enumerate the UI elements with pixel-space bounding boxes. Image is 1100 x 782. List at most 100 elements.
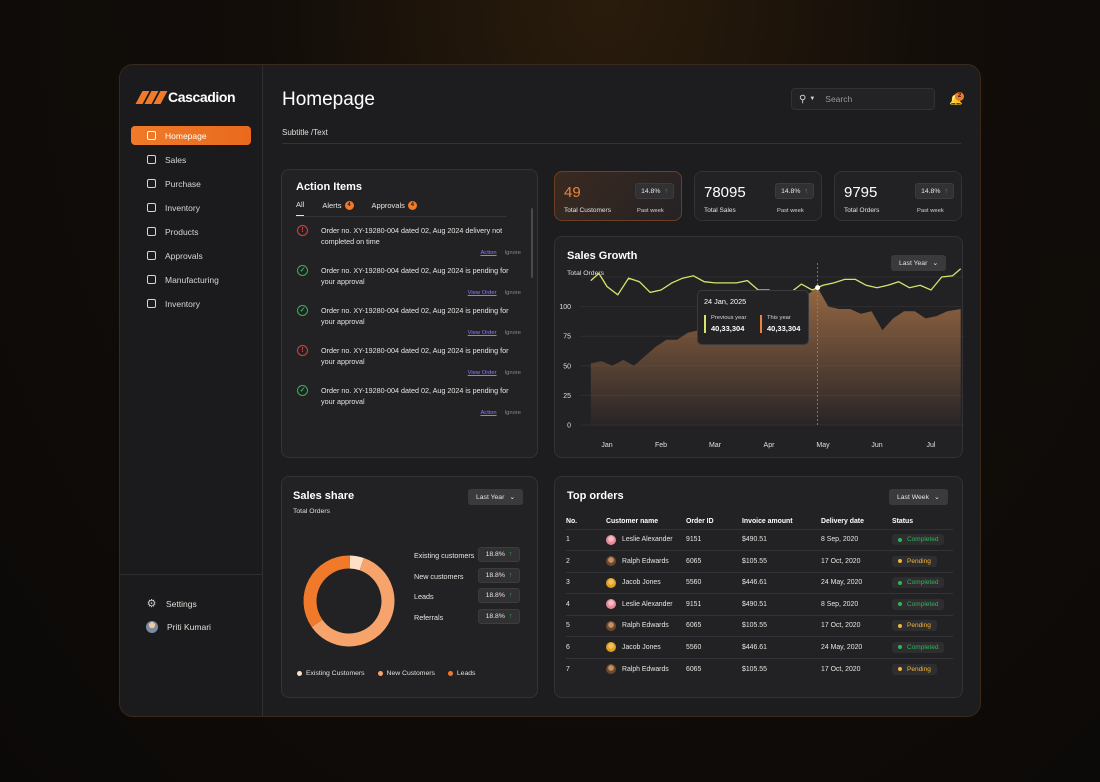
table-row[interactable]: 6 Jacob Jones 5560 $446.61 24 May, 2020 Compl…: [566, 636, 953, 658]
delivery-date: 24 May, 2020: [821, 636, 892, 658]
chevron-down-icon[interactable]: ▼: [809, 96, 816, 102]
avatar: [606, 642, 616, 653]
avatar: [606, 620, 616, 631]
x-tick-label: Jan: [601, 442, 612, 449]
sidebar-item-label: Products: [165, 226, 199, 237]
tab-all[interactable]: All: [296, 200, 305, 216]
stat-card: 49 Total Customers 14.8% ↑ Past week: [554, 171, 682, 221]
page-subtitle: Subtitle /Text: [282, 128, 328, 137]
sales-growth-title: Sales Growth: [567, 250, 638, 262]
ignore-link[interactable]: Ignore: [504, 250, 521, 256]
user-name: Priti Kumari: [167, 622, 211, 632]
action-link[interactable]: View Order: [467, 330, 497, 336]
ignore-link[interactable]: Ignore: [504, 370, 521, 376]
table-row[interactable]: 7 Ralph Edwards 6065 $105.55 17 Oct, 2020 Pen…: [566, 657, 953, 680]
divider: [282, 143, 961, 144]
invoice-amount: $105.55: [742, 657, 821, 680]
sales-share-range-dropdown[interactable]: Last Year ⌄: [468, 489, 524, 505]
gear-icon: ⚙: [146, 598, 157, 610]
x-tick-label: Mar: [709, 442, 722, 449]
tab-label: All: [296, 200, 305, 209]
action-link[interactable]: Action: [480, 250, 497, 256]
tab-label: Approvals: [371, 200, 405, 210]
tab-alerts[interactable]: Alerts 4: [322, 200, 354, 216]
sidebar-item-label: Inventory: [165, 298, 200, 309]
column-header: Customer name: [606, 518, 659, 526]
sidebar-nav: Homepage Sales Purchase Inventory Products Ap…: [131, 126, 251, 318]
avatar: [606, 577, 616, 588]
column-header: Order ID: [686, 518, 714, 526]
share-value-badge: 18.8% ↑: [478, 547, 520, 562]
legend-item: New Customers: [377, 670, 435, 677]
status-cell: Completed: [892, 571, 953, 594]
status-cell: Completed: [892, 528, 953, 551]
legend-label: New Customers: [386, 670, 435, 677]
order-id: 6065: [686, 614, 742, 637]
sidebar-item-manufacturing[interactable]: Manufacturing: [131, 270, 251, 289]
sidebar-item-label: Purchase: [165, 178, 201, 189]
stat-change-badge: 14.8% ↑: [915, 183, 954, 199]
table-row[interactable]: 4 Leslie Alexander 9151 $490.51 8 Sep, 2020 C…: [566, 593, 953, 615]
scrollbar[interactable]: [531, 208, 533, 278]
order-no: 7: [566, 657, 606, 680]
arrow-up-icon: ↑: [508, 551, 513, 558]
status-dot: [898, 623, 902, 628]
table-row[interactable]: 1 Leslie Alexander 9151 $490.51 8 Sep, 2020 C…: [566, 528, 953, 551]
sidebar-item-settings[interactable]: ⚙ Settings: [146, 597, 197, 610]
ignore-link[interactable]: Ignore: [504, 330, 521, 336]
avatar: [606, 664, 616, 674]
tab-label: Alerts: [322, 200, 342, 210]
sidebar-item-inventory[interactable]: Inventory: [131, 198, 251, 217]
status-dot: [898, 602, 902, 607]
check-circle-icon: [147, 251, 156, 260]
action-text: Order no. XY-19280-004 dated 02, Aug 202…: [321, 226, 503, 246]
sales-growth-range-dropdown[interactable]: Last Year ⌄: [891, 255, 947, 271]
legend-label: Leads: [456, 670, 476, 677]
sidebar-item-homepage[interactable]: Homepage: [131, 126, 251, 145]
avatar: [606, 556, 616, 567]
action-items-title: Action Items: [296, 181, 363, 193]
status-label: Completed: [907, 600, 939, 608]
sidebar-item-purchase[interactable]: Purchase: [131, 174, 251, 193]
action-link[interactable]: Action: [480, 410, 497, 416]
table-row[interactable]: 2 Ralph Edwards 6065 $105.55 17 Oct, 2020 Pen…: [566, 550, 953, 572]
legend-label: Existing Customers: [306, 670, 365, 677]
action-link[interactable]: View Order: [467, 290, 497, 296]
sidebar-item-products[interactable]: Products: [131, 222, 251, 241]
sidebar-item-sales[interactable]: Sales: [131, 150, 251, 169]
search-input[interactable]: ⚲ ▼ Search: [791, 88, 935, 110]
order-no: 6: [566, 636, 606, 658]
clipboard-icon: [147, 179, 156, 188]
user-profile[interactable]: Priti Kumari: [146, 621, 211, 633]
table-row[interactable]: 5 Ralph Edwards 6065 $105.55 17 Oct, 2020 Pen…: [566, 614, 953, 637]
invoice-amount: $105.55: [742, 614, 821, 637]
top-orders-range-dropdown[interactable]: Last Week ⌄: [889, 489, 948, 505]
y-tick-label: 75: [563, 334, 571, 341]
sidebar-item-label: Inventory: [165, 202, 200, 213]
invoice-amount: $446.61: [742, 636, 821, 658]
sales-growth-card: Sales Growth Total Orders Last Year ⌄ 0 2…: [554, 236, 964, 458]
legend-item: Existing Customers: [297, 670, 365, 677]
tab-badge: 4: [407, 200, 417, 210]
share-value: 18.8%: [485, 551, 505, 558]
brand-logo[interactable]: Cascadion: [135, 89, 236, 105]
action-text: Order no. XY-19280-004 dated 02, Aug 202…: [321, 386, 509, 406]
action-links: View Order Ignore: [468, 370, 521, 376]
status-dot: [898, 580, 902, 585]
tab-approvals[interactable]: Approvals 4: [372, 200, 417, 216]
sidebar-item-approvals[interactable]: Approvals: [131, 246, 251, 265]
chevron-down-icon: ⌄: [934, 494, 940, 501]
ignore-link[interactable]: Ignore: [504, 410, 521, 416]
column-header: Invoice amount: [742, 518, 793, 526]
table-header: No. Customer name Order ID Invoice amount De…: [566, 515, 953, 529]
share-row: New customers 18.8% ↑: [414, 567, 520, 583]
sidebar-item-inventory[interactable]: Inventory: [131, 294, 251, 313]
series-this-year-area: [590, 287, 961, 425]
ignore-link[interactable]: Ignore: [504, 290, 521, 296]
tooltip-current: This year 40,33,304: [760, 315, 800, 333]
action-link[interactable]: View Order: [467, 370, 497, 376]
table-row[interactable]: 3 Jacob Jones 5560 $446.61 24 May, 2020 Compl…: [566, 571, 953, 594]
status-label: Pending: [907, 622, 931, 630]
share-value: 18.8%: [485, 571, 505, 579]
donut-slice: [303, 555, 350, 627]
